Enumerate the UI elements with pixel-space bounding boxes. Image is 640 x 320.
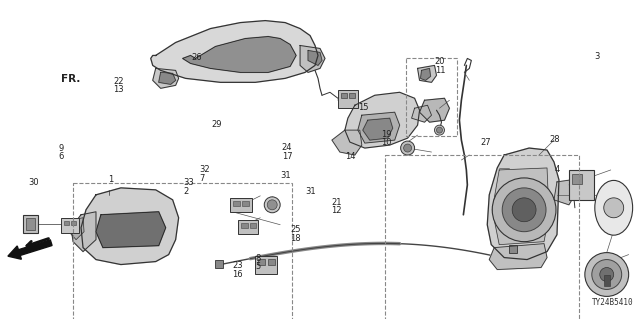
Bar — [234, 201, 241, 206]
Bar — [349, 93, 355, 98]
Text: FR.: FR. — [61, 74, 80, 84]
Polygon shape — [492, 168, 549, 244]
Bar — [238, 220, 259, 234]
Text: 28: 28 — [549, 135, 560, 144]
Text: 31: 31 — [305, 188, 316, 196]
Circle shape — [600, 268, 614, 282]
Bar — [406, 59, 458, 136]
Polygon shape — [554, 180, 575, 205]
Text: 9: 9 — [59, 144, 64, 153]
Polygon shape — [332, 130, 362, 155]
Text: 26: 26 — [191, 53, 202, 62]
Circle shape — [435, 125, 444, 135]
Text: 33: 33 — [183, 179, 194, 188]
Text: 4: 4 — [554, 165, 560, 174]
Ellipse shape — [595, 180, 632, 235]
Bar — [71, 221, 76, 225]
Text: 21: 21 — [332, 198, 342, 207]
Bar — [569, 170, 594, 200]
Text: 1: 1 — [108, 175, 114, 184]
Bar — [572, 174, 582, 184]
Text: 13: 13 — [113, 85, 124, 94]
Bar — [216, 260, 223, 268]
Polygon shape — [159, 72, 175, 84]
Text: 7: 7 — [199, 174, 204, 183]
Circle shape — [592, 260, 621, 289]
Circle shape — [264, 197, 280, 213]
Text: 19: 19 — [381, 130, 392, 139]
Polygon shape — [363, 118, 393, 140]
Polygon shape — [345, 92, 420, 148]
Bar — [250, 223, 256, 228]
Text: 3: 3 — [594, 52, 600, 61]
Bar — [385, 155, 579, 320]
Polygon shape — [358, 112, 399, 143]
Circle shape — [268, 200, 277, 210]
FancyArrow shape — [8, 240, 52, 259]
Text: 5: 5 — [255, 262, 260, 271]
Text: 18: 18 — [290, 234, 301, 243]
Text: 32: 32 — [199, 165, 209, 174]
Circle shape — [492, 178, 556, 242]
Bar — [61, 218, 79, 233]
Text: 16: 16 — [232, 269, 243, 279]
Text: 25: 25 — [290, 225, 301, 234]
Polygon shape — [71, 212, 96, 252]
Bar — [268, 259, 275, 265]
Circle shape — [436, 127, 442, 133]
Bar — [73, 183, 292, 320]
Circle shape — [604, 198, 623, 218]
Bar — [23, 215, 38, 233]
Text: 17: 17 — [282, 152, 292, 161]
Polygon shape — [308, 51, 322, 65]
Circle shape — [585, 252, 628, 296]
Text: 22: 22 — [113, 77, 124, 86]
Circle shape — [512, 198, 536, 222]
Polygon shape — [489, 244, 547, 269]
Bar — [255, 256, 277, 274]
Text: 29: 29 — [212, 120, 222, 130]
Polygon shape — [81, 188, 179, 265]
Circle shape — [401, 141, 415, 155]
Text: 11: 11 — [435, 66, 445, 75]
Polygon shape — [182, 36, 296, 72]
Circle shape — [502, 188, 546, 232]
Polygon shape — [412, 105, 431, 122]
Polygon shape — [417, 65, 436, 82]
Bar — [338, 90, 358, 108]
Polygon shape — [487, 148, 559, 260]
Text: 2: 2 — [183, 188, 188, 196]
Bar — [509, 244, 517, 252]
Polygon shape — [420, 68, 431, 80]
Polygon shape — [96, 212, 166, 248]
Bar — [604, 275, 610, 286]
Polygon shape — [420, 98, 449, 122]
Text: 10: 10 — [381, 138, 392, 147]
Text: 24: 24 — [282, 143, 292, 152]
Circle shape — [404, 144, 412, 152]
Text: 27: 27 — [481, 138, 492, 147]
Bar — [259, 259, 265, 265]
Text: TY24B5410: TY24B5410 — [592, 298, 634, 307]
Text: 14: 14 — [346, 152, 356, 161]
Text: 20: 20 — [435, 57, 445, 66]
Text: 30: 30 — [28, 179, 39, 188]
Polygon shape — [151, 20, 318, 82]
Bar — [26, 218, 35, 230]
Bar — [230, 198, 252, 212]
Polygon shape — [153, 68, 179, 88]
Text: 12: 12 — [332, 206, 342, 215]
Text: 23: 23 — [232, 261, 243, 270]
Bar — [341, 93, 347, 98]
Text: 8: 8 — [255, 254, 260, 263]
Bar — [64, 221, 69, 225]
Text: 6: 6 — [59, 152, 64, 161]
Polygon shape — [300, 45, 325, 72]
Bar — [241, 223, 248, 228]
Text: 31: 31 — [280, 172, 291, 180]
Text: 15: 15 — [358, 103, 369, 112]
Polygon shape — [69, 218, 84, 240]
Bar — [243, 201, 250, 206]
